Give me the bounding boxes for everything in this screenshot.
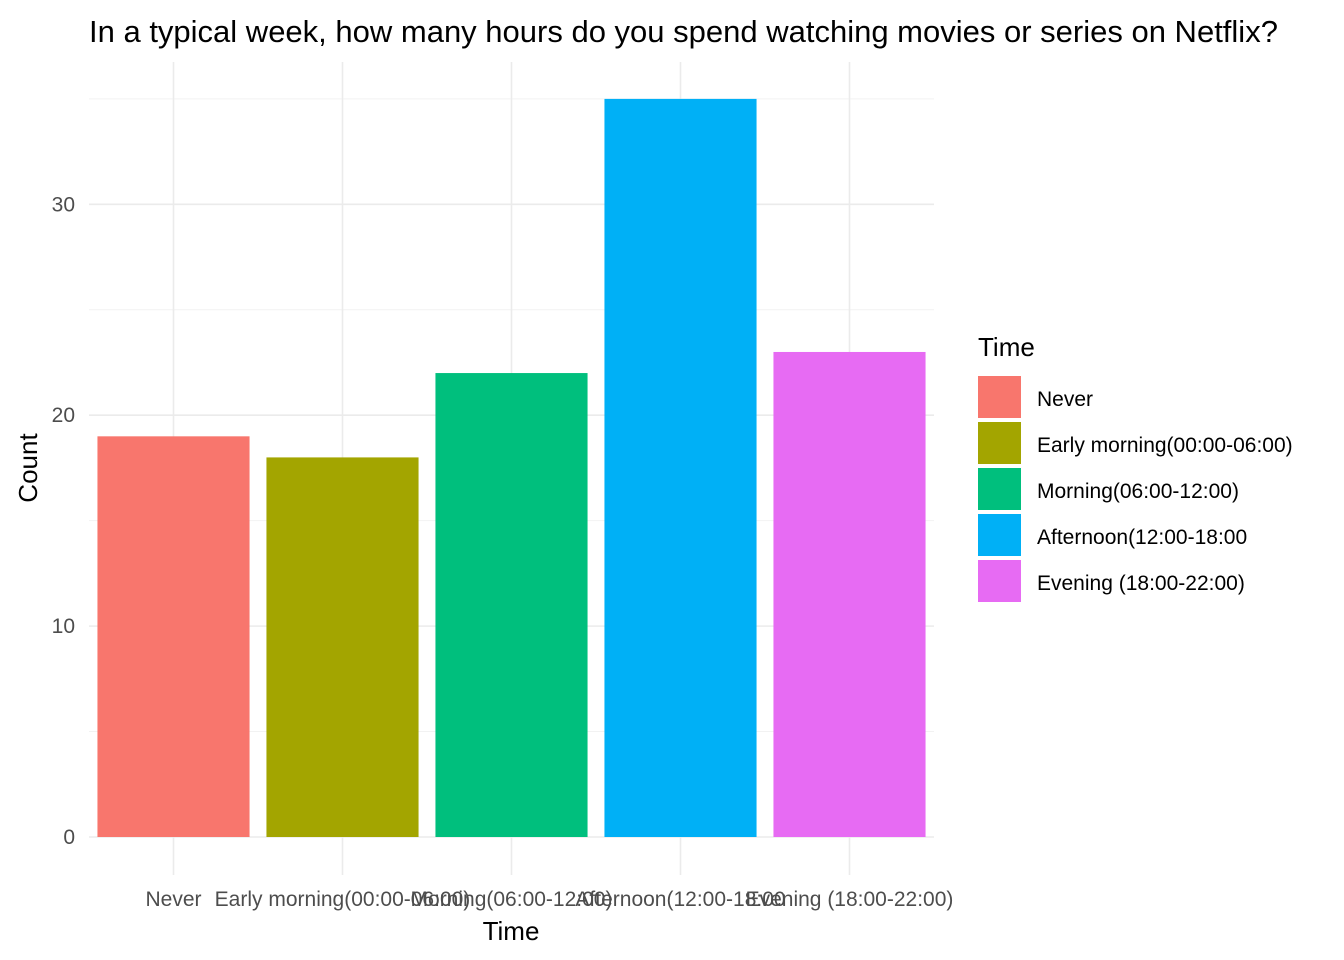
y-axis-ticks: 0 10 20 30 <box>52 193 75 849</box>
x-tick-label: Evening (18:00-22:00) <box>746 888 954 911</box>
x-axis-title: Time <box>483 916 540 946</box>
bar <box>266 457 419 837</box>
y-tick-label: 10 <box>52 615 75 638</box>
legend-label: Never <box>1037 388 1093 411</box>
legend-label: Early morning(00:00-06:00) <box>1037 434 1293 457</box>
y-tick-label: 30 <box>52 193 75 216</box>
legend-swatch <box>978 560 1021 602</box>
bar <box>435 373 588 837</box>
x-tick-label: Morning(06:00-12:00) <box>411 888 613 911</box>
legend-label: Afternoon(12:00-18:00 <box>1037 526 1247 549</box>
legend-label: Morning(06:00-12:00) <box>1037 480 1239 503</box>
legend-label: Evening (18:00-22:00) <box>1037 572 1245 595</box>
legend: Time Never Early morning(00:00-06:00) Morn… <box>978 332 1293 602</box>
bar <box>773 351 926 837</box>
x-tick-label: Early morning(00:00-06:00) <box>215 888 471 911</box>
legend-swatch <box>978 514 1021 556</box>
y-tick-label: 20 <box>52 404 75 427</box>
chart-title: In a typical week, how many hours do you… <box>89 14 1278 49</box>
x-tick-label: Never <box>145 888 201 911</box>
legend-swatch <box>978 422 1021 464</box>
x-axis-ticks: Never Early morning(00:00-06:00)Morning(0… <box>145 888 953 911</box>
legend-swatch <box>978 376 1021 418</box>
bars <box>97 98 926 837</box>
legend-swatch <box>978 468 1021 510</box>
y-tick-label: 0 <box>63 826 75 849</box>
bar <box>97 436 250 837</box>
y-axis-title: Count <box>13 433 43 503</box>
legend-title: Time <box>978 332 1035 362</box>
x-tick-label: Afternoon(12:00-18:00 <box>575 888 785 911</box>
bar <box>604 98 757 837</box>
